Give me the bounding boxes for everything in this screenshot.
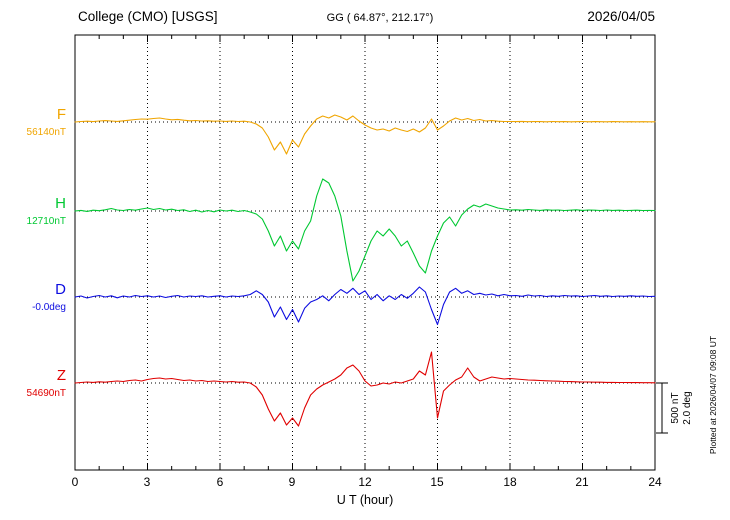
trace-label-D: D [55,281,66,298]
xtick-12: 12 [358,475,372,489]
x-axis-label: U T (hour) [336,493,394,507]
trace-Z [74,351,656,427]
trace-basevalue-D: -0.0deg [32,302,66,313]
geographic-coords: GG ( 64.87°, 212.17°) [326,12,434,24]
station-title: College (CMO) [USGS] [78,9,218,24]
scale-bar-label-deg: 2.0 deg [682,391,693,425]
plotted-at-note: Plotted at 2026/04/07 09:08 UT [708,335,718,455]
trace-basevalue-H: 12710nT [26,216,66,227]
xtick-15: 15 [430,475,444,489]
plot-date: 2026/04/05 [587,9,655,24]
trace-label-H: H [55,195,66,212]
trace-basevalue-F: 56140nT [26,127,66,138]
xtick-18: 18 [503,475,517,489]
xtick-9: 9 [288,475,296,489]
plot-border [74,34,656,471]
trace-F [74,114,656,155]
xtick-3: 3 [143,475,151,489]
scale-bar-label-nt: 500 nT [670,392,681,424]
trace-H [74,178,656,282]
xtick-24: 24 [648,475,662,489]
xtick-21: 21 [575,475,589,489]
xtick-6: 6 [216,475,224,489]
trace-D [74,286,656,326]
trace-label-F: F [56,106,66,123]
trace-label-Z: Z [56,367,66,384]
xtick-0: 0 [71,475,79,489]
trace-basevalue-Z: 54690nT [26,388,66,399]
